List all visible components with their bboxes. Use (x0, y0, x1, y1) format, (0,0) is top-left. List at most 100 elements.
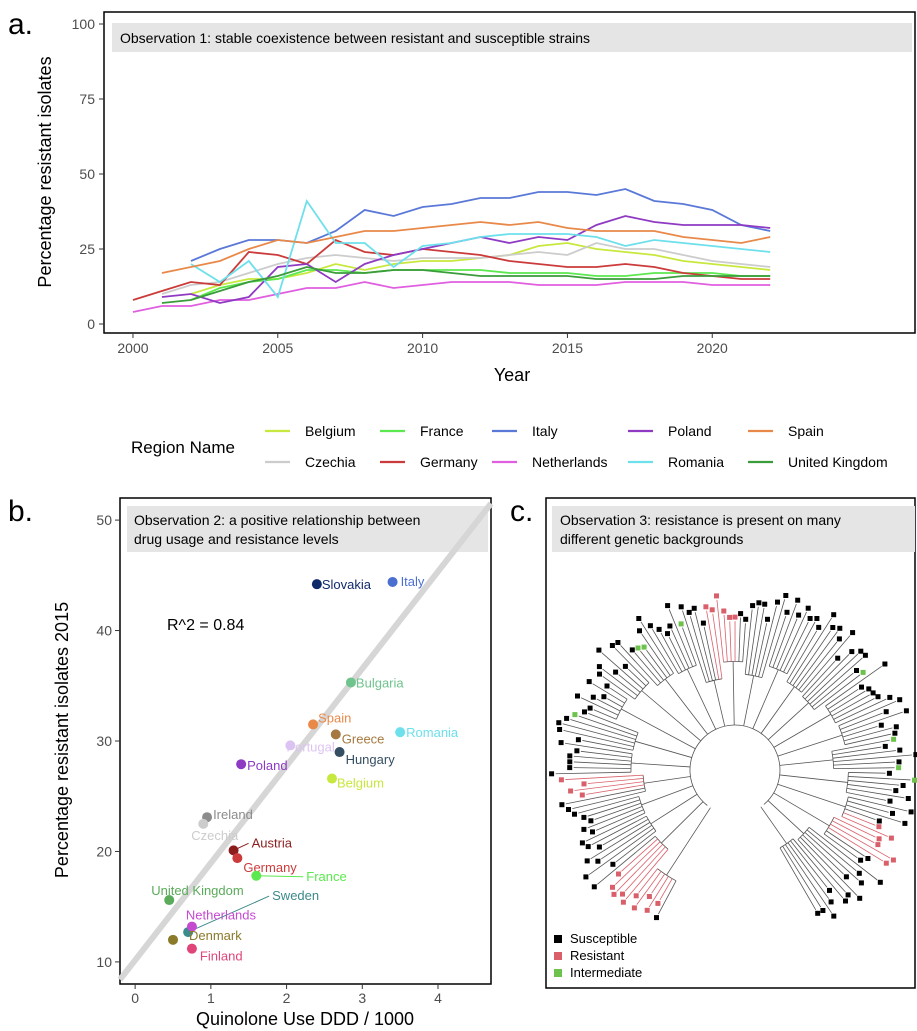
tree-branch (807, 653, 859, 702)
tree-branch (596, 809, 644, 831)
point-hungary (334, 747, 345, 758)
tree-branch (802, 660, 836, 697)
point-label-czechia: Czechia (191, 828, 239, 843)
tree-tip (596, 844, 602, 850)
x-tick-label: 4 (434, 990, 442, 1006)
tree-branch (833, 767, 895, 770)
tree-tip (714, 593, 719, 599)
tree-tip (601, 694, 607, 700)
tree-tip (902, 820, 908, 826)
tree-branch (588, 712, 639, 733)
tree-tip (646, 894, 652, 899)
point-label-germany: Germany (243, 860, 297, 875)
tree-tip (882, 743, 888, 749)
tree-branch (847, 784, 892, 791)
tree-tip (604, 683, 610, 689)
tree-internal-branch (643, 776, 691, 784)
tree-internal-branch (686, 668, 717, 730)
tree-branch (646, 650, 668, 679)
tree-branch (596, 698, 621, 712)
tree-tip (575, 737, 581, 743)
point-poland (236, 759, 247, 770)
tree-branch (795, 631, 838, 688)
tree-tip (765, 616, 770, 622)
leader-line-sweden (187, 895, 270, 933)
tree-tip (564, 715, 570, 721)
tree-tip (883, 709, 889, 715)
tree-tip (820, 908, 826, 913)
tree-branch (833, 761, 895, 766)
x-tick-label: 2 (283, 990, 291, 1006)
tree-branch (625, 849, 669, 900)
tree-branch (607, 698, 623, 708)
point-spain (308, 719, 319, 730)
tree-branch (846, 791, 887, 801)
panel-b-points: Slovakia Italy Bulgaria Spain Greece Romania P… (151, 574, 459, 964)
tree-tip (807, 616, 813, 621)
tree-branch (829, 690, 866, 713)
tree-tip (581, 826, 587, 832)
tree-tip (596, 664, 602, 670)
tree-branch (555, 771, 631, 775)
tree-tip (843, 898, 848, 904)
tree-tip (574, 748, 580, 754)
point-label-romania: Romania (406, 725, 459, 740)
tree-internal-branch (767, 702, 809, 740)
tree-branch (638, 868, 658, 893)
tree-tip (572, 811, 577, 817)
point-netherlands (186, 921, 197, 932)
panel-c-legend: Susceptible Resistant Intermediate (554, 931, 642, 980)
tree-branch (615, 830, 657, 863)
tree-branch (648, 876, 669, 908)
tree-internal-branch (635, 740, 692, 758)
tree-branch (573, 767, 631, 769)
tree-tip (886, 770, 892, 776)
y-tick-label: 25 (79, 241, 95, 257)
tree-tip (620, 891, 625, 897)
tree-branch (565, 774, 644, 780)
tree-tip (893, 724, 899, 730)
tree-branch (587, 778, 644, 784)
tree-branch (614, 648, 650, 683)
tree-tip (831, 913, 837, 919)
legend-label-netherlands: Netherlands (532, 454, 608, 470)
panel-b-r-squared: R^2 = 0.84 (167, 617, 244, 634)
tree-branch (787, 842, 830, 899)
tree-tip (637, 628, 642, 634)
tree-tip (586, 679, 592, 685)
tree-branch (602, 676, 636, 700)
tree-tip (784, 609, 790, 615)
point-label-sweden: Sweden (272, 888, 319, 903)
series-line-romania (190, 198, 771, 299)
y-tick-label: 75 (79, 91, 95, 107)
tree-branch (848, 772, 886, 774)
legend-label-italy: Italy (532, 423, 558, 439)
panel-b-x-axis-title: Quinolone Use DDD / 1000 (196, 1009, 414, 1029)
legend-label-france: France (420, 423, 464, 439)
tree-tip (743, 616, 749, 622)
tree-branch (640, 650, 664, 681)
point-label-austria: Austria (252, 835, 293, 850)
tree-tip (865, 856, 871, 861)
tree-branch (831, 739, 890, 752)
panel-b-letter: b. (8, 495, 33, 528)
tree-tip (876, 818, 882, 824)
tree-tip (567, 759, 573, 765)
y-tick-label: 40 (96, 623, 112, 639)
tree-tip (883, 860, 889, 866)
tree-branch (783, 621, 809, 673)
tree-branch (659, 878, 673, 901)
legend-label-resistant: Resistant (570, 948, 625, 963)
y-tick-label: 100 (72, 16, 96, 32)
tree-tip (831, 612, 837, 618)
tree-branch (744, 609, 753, 675)
tree-branch (768, 615, 787, 667)
tree-tip (654, 915, 659, 921)
point-romania (395, 727, 406, 738)
x-tick-label: 2015 (552, 340, 583, 356)
tree-branch (838, 700, 897, 727)
point-finland (186, 943, 197, 954)
tree-tip (633, 893, 639, 899)
tree-tip (678, 604, 684, 610)
